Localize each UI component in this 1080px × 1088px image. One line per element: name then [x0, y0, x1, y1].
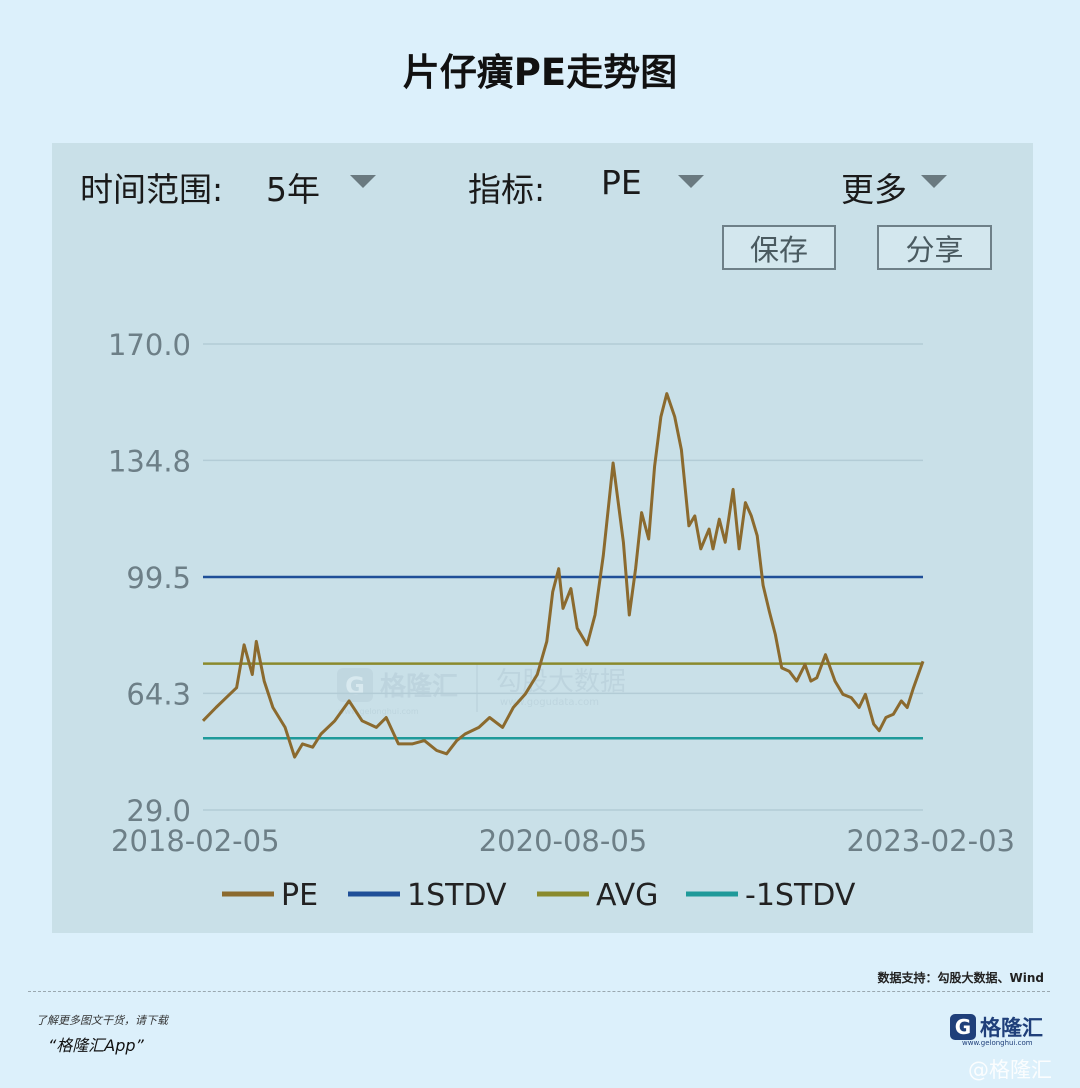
- brand-icon: G: [950, 1014, 976, 1040]
- metric-select[interactable]: PE: [601, 163, 642, 202]
- legend-pe-label: PE: [281, 878, 318, 913]
- x-tick-label: 2018-02-05: [111, 824, 280, 858]
- chart-panel: 时间范围: 5年 指标: PE 更多 保存 分享: [52, 143, 1033, 933]
- watermark-data-site: www.gogudata.com: [500, 697, 599, 708]
- more-dropdown-icon[interactable]: [921, 175, 947, 188]
- range-label: 时间范围:: [80, 170, 224, 209]
- watermark: G 格隆汇 www.gelonghui.com 勾股大数据 www.goguda…: [337, 664, 626, 716]
- footer-divider: [28, 991, 1050, 992]
- more-menu[interactable]: 更多: [841, 170, 907, 209]
- x-axis: 2018-02-05 2020-08-05 2023-02-03: [111, 824, 1015, 858]
- metric-dropdown-icon[interactable]: [678, 175, 704, 188]
- save-button[interactable]: 保存: [722, 225, 836, 270]
- series-pe-line: [201, 392, 925, 759]
- share-button[interactable]: 分享: [877, 225, 992, 270]
- download-prompt: 了解更多图文干货，请下载: [36, 1014, 168, 1027]
- watermark-data: 勾股大数据: [496, 667, 626, 697]
- brand-site: www.gelonghui.com: [962, 1039, 1033, 1047]
- range-select[interactable]: 5年: [266, 170, 320, 209]
- y-tick-label: 134.8: [108, 444, 191, 478]
- metric-label: 指标:: [468, 170, 546, 209]
- legend-1stdv-label: -1STDV: [745, 878, 856, 913]
- legend-avg-label: AVG: [596, 878, 658, 913]
- brand-logo: G 格隆汇: [950, 1012, 1043, 1042]
- watermark-logo-letter: G: [345, 672, 365, 700]
- chart-title: 片仔癀PE走势图: [402, 51, 678, 94]
- legend-1stdv-label: 1STDV: [407, 878, 507, 913]
- y-tick-label: 170.0: [108, 328, 191, 362]
- y-axis: 29.0 64.3 99.5 134.8 170.0: [108, 328, 191, 828]
- watermark-brand: 格隆汇: [380, 671, 458, 702]
- y-tick-label: 99.5: [126, 561, 191, 595]
- app-name[interactable]: “格隆汇App”: [48, 1036, 144, 1055]
- x-tick-label: 2020-08-05: [479, 824, 648, 858]
- legend: PE 1STDV AVG -1STDV: [222, 878, 856, 913]
- series-layer: [201, 392, 925, 759]
- watermark-brand-site: www.gelonghui.com: [338, 707, 419, 716]
- corner-watermark: @格隆汇: [968, 1058, 1052, 1082]
- x-tick-label: 2023-02-03: [846, 824, 1015, 858]
- data-source: 数据支持：勾股大数据、Wind: [877, 971, 1044, 985]
- y-tick-label: 64.3: [126, 677, 191, 711]
- y-tick-label: 29.0: [126, 794, 191, 828]
- brand-name: 格隆汇: [980, 1016, 1043, 1040]
- range-dropdown-icon[interactable]: [350, 175, 376, 188]
